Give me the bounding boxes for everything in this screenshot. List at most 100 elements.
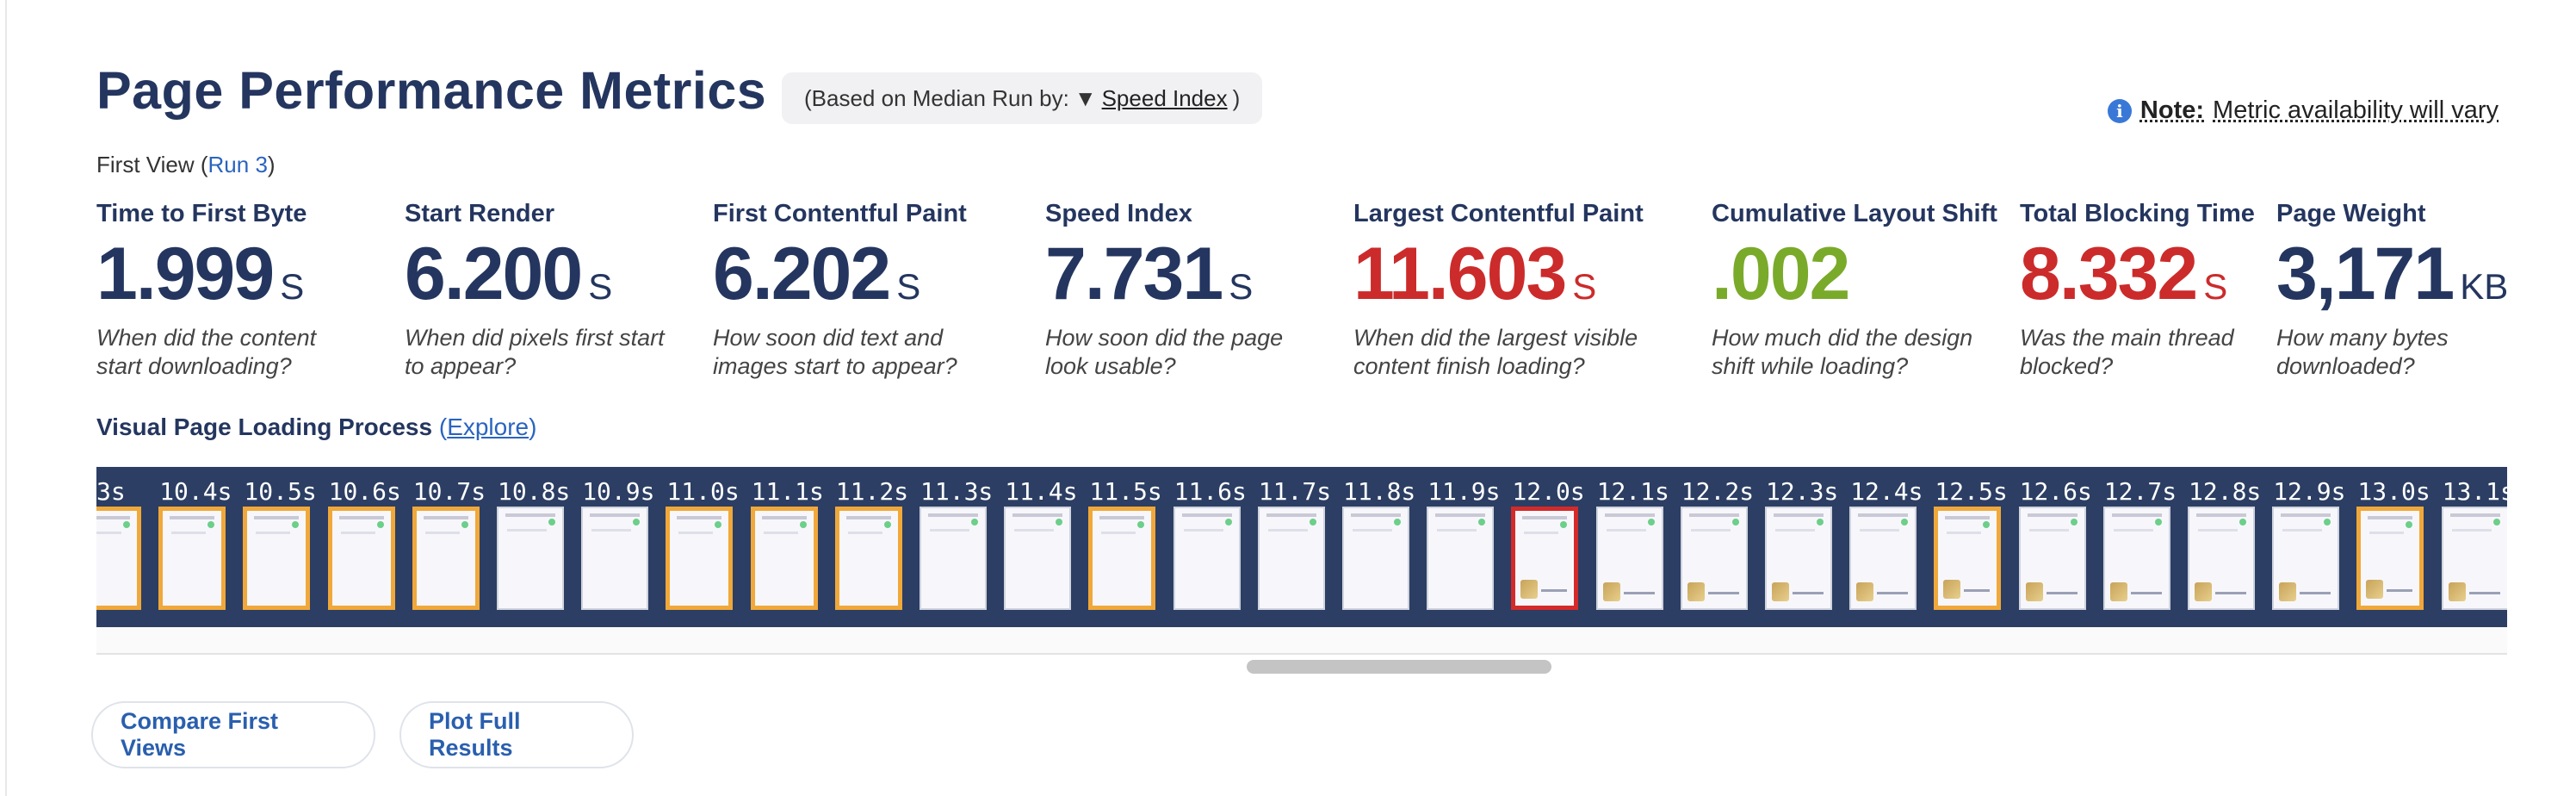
frame-time-label: 12.7s — [2103, 477, 2177, 506]
thumb-line — [1947, 532, 1982, 534]
desc-line: Was the main thread — [2020, 325, 2234, 351]
thumb-image — [1943, 580, 1961, 599]
metric-availability-note[interactable]: i Note: Metric availability will vary — [2107, 96, 2499, 125]
thumb-dot — [292, 521, 300, 528]
filmstrip-frame[interactable] — [2272, 507, 2340, 610]
thumb-dot — [1647, 519, 1655, 525]
metric-label: Cumulative Layout Shift — [1712, 200, 1997, 227]
thumb-image — [2025, 582, 2043, 601]
filmstrip-frame[interactable] — [96, 507, 141, 610]
desc-line: When did pixels first start — [405, 325, 665, 351]
thumb-text — [1793, 592, 1824, 594]
first-view-label: First View (Run 3) — [96, 152, 276, 178]
thumb-dot — [2406, 521, 2413, 528]
thumb-dot — [461, 521, 468, 528]
filmstrip[interactable]: 3s 10.4s 10.5s 10.6s 10.7s 10.8s 10.9s 11.0s 11.… — [96, 467, 2507, 627]
filmstrip-frame[interactable] — [412, 507, 480, 610]
thumb-line — [1690, 529, 1731, 532]
metric-description: Was the main thread blocked? — [2020, 324, 2255, 381]
filmstrip-frame[interactable] — [1173, 507, 1241, 610]
filmstrip-frame[interactable] — [158, 507, 226, 610]
metric-number: 3,171 — [2276, 233, 2455, 315]
thumb-line — [1183, 529, 1223, 532]
filmstrip-frame[interactable] — [750, 507, 818, 610]
filmstrip-frame[interactable] — [1680, 507, 1748, 610]
thumb-dot — [2324, 519, 2331, 525]
thumb-line — [424, 532, 460, 534]
desc-line: How many bytes — [2276, 325, 2449, 351]
desc-line: How much did the design — [1712, 325, 1973, 351]
metric-description: How soon did text and images start to app… — [713, 324, 967, 381]
explore-link[interactable]: Explore — [447, 414, 529, 440]
filmstrip-frame[interactable] — [1342, 507, 1409, 610]
thumb-dot — [1224, 519, 1232, 525]
metric-description: When did pixels first start to appear? — [405, 324, 665, 381]
compare-first-views-button[interactable]: Compare First Views — [91, 701, 375, 768]
thumb-header — [96, 516, 130, 519]
thumb-line — [1267, 529, 1308, 532]
filmstrip-frame[interactable] — [2356, 507, 2424, 610]
filmstrip-frame[interactable] — [327, 507, 395, 610]
median-metric-link[interactable]: Speed Index — [1101, 84, 1228, 111]
thumb-dot — [1731, 519, 1739, 525]
explore-open: ( — [438, 414, 448, 440]
metric-value: 8.332 S — [2020, 232, 2255, 317]
thumb-header — [2027, 513, 2078, 517]
desc-line: When did the content — [96, 325, 317, 351]
run-link[interactable]: Run 3 — [207, 152, 268, 177]
filmstrip-frame[interactable] — [1849, 507, 1917, 610]
thumb-dot — [1394, 519, 1401, 525]
frame-time-label: 12.0s — [1512, 477, 1585, 506]
filmstrip-frame[interactable] — [834, 507, 902, 610]
filmstrip-frame[interactable] — [1765, 507, 1832, 610]
filmstrip-scroll-track[interactable] — [96, 627, 2507, 655]
page-title: Page Performance Metrics — [96, 61, 767, 120]
metric-start-render: Start Render 6.200 S When did pixels firs… — [405, 200, 665, 381]
plot-full-results-button[interactable]: Plot Full Results — [399, 701, 634, 768]
thumb-line — [2198, 529, 2238, 532]
metric-value: .002 — [1712, 232, 1997, 317]
frame-time-label: 10.5s — [244, 477, 317, 506]
filmstrip-frame[interactable] — [2441, 507, 2507, 610]
filmstrip-frame[interactable] — [2188, 507, 2255, 610]
filmstrip-frame[interactable] — [243, 507, 311, 610]
filmstrip-frame[interactable] — [1934, 507, 2002, 610]
frame-time-label: 11.2s — [835, 477, 909, 506]
filmstrip-frame[interactable] — [1257, 507, 1325, 610]
filmstrip-frame[interactable] — [2018, 507, 2086, 610]
filmstrip-scrollbar-thumb[interactable] — [1247, 660, 1551, 674]
filmstrip-frame[interactable] — [920, 507, 987, 610]
thumb-dot — [2154, 519, 2162, 525]
thumb-line — [591, 529, 632, 532]
thumb-dot — [123, 521, 130, 528]
frame-time-label: 11.4s — [1005, 477, 1078, 506]
frame-time-label: 11.7s — [1258, 477, 1332, 506]
metric-description: How soon did the page look usable? — [1045, 324, 1283, 381]
metric-lcp: Largest Contentful Paint 11.603 S When di… — [1353, 200, 1644, 381]
info-icon: i — [2107, 98, 2132, 123]
thumb-dot — [799, 521, 807, 528]
filmstrip-frame[interactable] — [1004, 507, 1072, 610]
desc-line: content finish loading? — [1353, 353, 1585, 379]
filmstrip-frame[interactable] — [666, 507, 734, 610]
filmstrip-frame[interactable] — [2102, 507, 2170, 610]
metric-unit: S — [1572, 266, 1597, 307]
metric-fcp: First Contentful Paint 6.202 S How soon d… — [713, 200, 967, 381]
filmstrip-frame[interactable] — [1088, 507, 1156, 610]
metric-description: How many bytes downloaded? — [2276, 324, 2508, 381]
median-run-selector[interactable]: (Based on Median Run by: ▼ Speed Index) — [782, 72, 1263, 124]
filmstrip-frame[interactable] — [581, 507, 649, 610]
filmstrip-frame[interactable] — [1511, 507, 1579, 610]
thumb-image — [1687, 582, 1705, 601]
thumb-line — [1437, 529, 1477, 532]
filmstrip-frame[interactable] — [1595, 507, 1663, 610]
thumb-header — [590, 513, 641, 517]
thumb-header — [928, 513, 978, 517]
frame-time-label: 11.3s — [920, 477, 994, 506]
filmstrip-frame[interactable] — [1427, 507, 1495, 610]
desc-line: blocked? — [2020, 353, 2114, 379]
thumb-header — [338, 516, 384, 519]
note-text: Metric availability will vary — [2213, 96, 2499, 124]
frame-time-label: 12.3s — [1766, 477, 1839, 506]
filmstrip-frame[interactable] — [497, 507, 564, 610]
